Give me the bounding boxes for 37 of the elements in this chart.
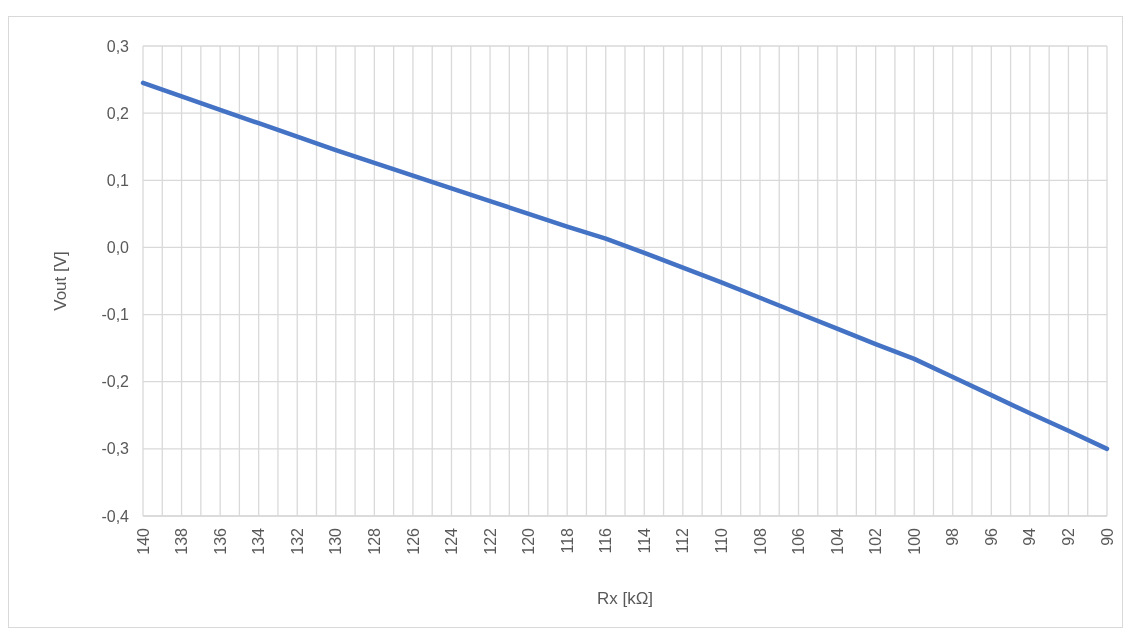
y-tick-label: 0,0 [106,239,130,257]
x-tick-label: 94 [1021,527,1039,546]
x-tick-label: 112 [674,527,692,554]
x-tick-label: 134 [250,527,268,555]
y-tick-label: 0,1 [106,171,130,189]
x-tick-label: 138 [173,527,191,555]
y-tick-label: -0,3 [101,440,130,458]
y-tick-label: -0,1 [101,306,130,324]
x-tick-label: 124 [443,527,461,555]
x-tick-label: 108 [751,527,769,555]
x-tick-label: 106 [790,527,808,555]
y-tick-label: 0,3 [106,37,130,55]
x-tick-label: 102 [867,527,885,555]
x-tick-label: 132 [288,527,306,555]
x-tick-label: 100 [905,527,923,555]
x-tick-label: 104 [828,527,846,555]
x-axis-title: Rx [kΩ] [596,589,654,608]
x-tick-label: 126 [404,527,422,555]
x-tick-label: 114 [635,527,653,554]
x-tick-label: 116 [597,527,615,554]
x-tick-label: 92 [1060,527,1078,546]
x-tick-label: 120 [520,527,538,555]
line-series [140,80,1110,452]
y-tick-label: 0,2 [106,104,130,122]
x-tick-label: 122 [481,527,499,555]
x-tick-label: 136 [211,527,229,555]
x-tick-label: 118 [558,527,576,554]
x-tick-label: 110 [713,527,730,554]
x-tick-label: 98 [944,527,962,546]
x-tick-label: 130 [327,527,345,555]
x-tick-label: 90 [1098,527,1116,546]
y-tick-label: -0,4 [101,507,130,525]
x-tick-label: 128 [365,527,383,555]
y-tick-label: -0,2 [101,373,130,391]
x-tick-label: 140 [134,527,152,555]
y-axis-title: Vout [V] [51,251,70,311]
x-tick-label: 96 [982,527,1000,546]
